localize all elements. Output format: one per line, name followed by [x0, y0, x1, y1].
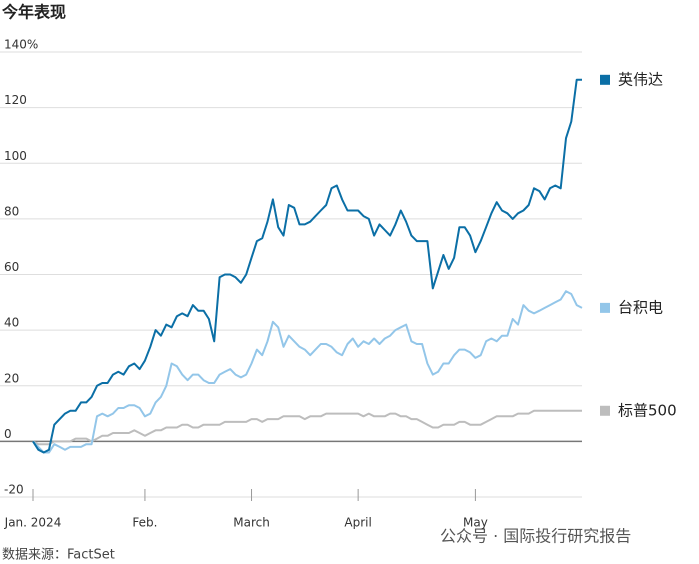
y-tick-label: 40	[4, 316, 19, 330]
watermark: 公众号 · 国际投行研究报告	[440, 527, 631, 546]
x-tick-label: Feb.	[132, 516, 157, 530]
series-line	[32, 409, 582, 446]
y-tick-label: 20	[4, 371, 19, 385]
series-line	[32, 290, 583, 454]
legend-swatch	[600, 405, 610, 416]
y-tick-label: 0	[4, 427, 12, 441]
legend-swatch	[600, 74, 610, 85]
x-tick-label: March	[233, 516, 270, 530]
chart-title: 今年表现	[1, 3, 66, 22]
y-tick-label: 80	[4, 204, 19, 218]
series-line	[32, 78, 582, 454]
source: 数据来源：FactSet	[2, 548, 115, 563]
y-tick-label: 60	[4, 260, 19, 274]
x-tick-label: Jan. 2024	[4, 516, 62, 530]
y-tick-label: 120	[4, 93, 27, 107]
x-tick-label: April	[344, 516, 371, 530]
y-tick-label: 100	[4, 149, 27, 163]
legend-label: 标普500	[618, 401, 677, 419]
x-tick-label: May	[463, 516, 488, 530]
legend-swatch	[600, 302, 610, 313]
y-tick-label: -20	[4, 483, 24, 497]
y-tick-label: 140%	[4, 38, 38, 52]
legend-label: 英伟达	[618, 70, 663, 88]
legend-label: 台积电	[618, 298, 663, 316]
